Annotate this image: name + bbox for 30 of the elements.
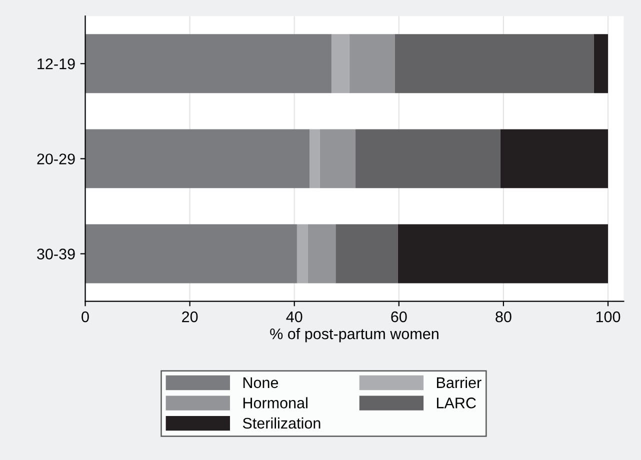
legend-label: Sterilization bbox=[242, 417, 320, 429]
x-tick-label: 80 bbox=[496, 311, 512, 322]
x-tick-label: 20 bbox=[182, 311, 198, 322]
y-tick-label: 12-19 bbox=[38, 58, 75, 70]
y-tick-label: 20-29 bbox=[37, 154, 75, 164]
x-tick-label: 40 bbox=[286, 311, 302, 322]
bar bbox=[85, 224, 297, 284]
bar bbox=[85, 129, 310, 188]
legend-label: None bbox=[243, 377, 278, 388]
bar bbox=[594, 34, 608, 94]
legend-label: LARC bbox=[437, 398, 476, 408]
bar bbox=[394, 34, 594, 94]
bar bbox=[500, 129, 608, 188]
bar bbox=[296, 224, 308, 284]
legend-label: Hormonal bbox=[243, 397, 308, 408]
bar bbox=[349, 34, 395, 94]
y-tick-label: 30-39 bbox=[37, 248, 75, 260]
x-tick-label: 60 bbox=[391, 311, 407, 322]
x-axis-title: % of post-partum women bbox=[270, 328, 438, 342]
bar bbox=[336, 224, 398, 284]
bar bbox=[308, 224, 336, 284]
bar bbox=[356, 129, 500, 188]
x-tick-label: 0 bbox=[82, 311, 89, 322]
legend-label: Barrier bbox=[437, 376, 482, 388]
bar bbox=[398, 224, 608, 284]
bar bbox=[331, 34, 350, 94]
bar bbox=[310, 129, 320, 188]
bar bbox=[85, 34, 332, 94]
bar bbox=[320, 129, 356, 188]
x-tick-label: 100 bbox=[596, 311, 620, 322]
